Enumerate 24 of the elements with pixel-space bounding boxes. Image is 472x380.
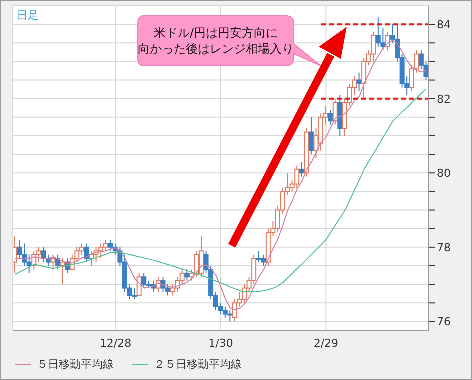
candlestick — [308, 116, 314, 156]
candlestick — [46, 254, 51, 266]
legend-label: ５日移動平均線 — [37, 357, 114, 372]
x-tick-label: 12/28 — [100, 336, 132, 350]
x-tick-label: 2/29 — [314, 336, 339, 350]
x-tick-label: 1/30 — [208, 336, 234, 350]
annotation: 日足 — [17, 8, 39, 23]
candlestick — [356, 72, 362, 92]
annotation: 向かった後はレンジ相場入り — [138, 41, 294, 57]
candlestick — [56, 254, 61, 270]
annotation: 米ドル/円は円安方向に — [152, 25, 280, 41]
y-tick-label: 78 — [437, 241, 451, 254]
candlestick — [328, 110, 334, 126]
candlestick — [299, 162, 304, 178]
candlestick — [50, 254, 56, 270]
candlestick — [184, 269, 190, 282]
candlestick — [84, 243, 90, 263]
y-tick-label: 76 — [437, 316, 451, 329]
legend-label: ２５日移動平均線 — [154, 357, 242, 372]
candlestick — [142, 272, 147, 289]
y-tick-label: 82 — [437, 92, 451, 106]
y-tick-label: 80 — [437, 167, 451, 180]
y-tick-label: 84 — [437, 18, 451, 32]
candlestick — [41, 246, 46, 263]
